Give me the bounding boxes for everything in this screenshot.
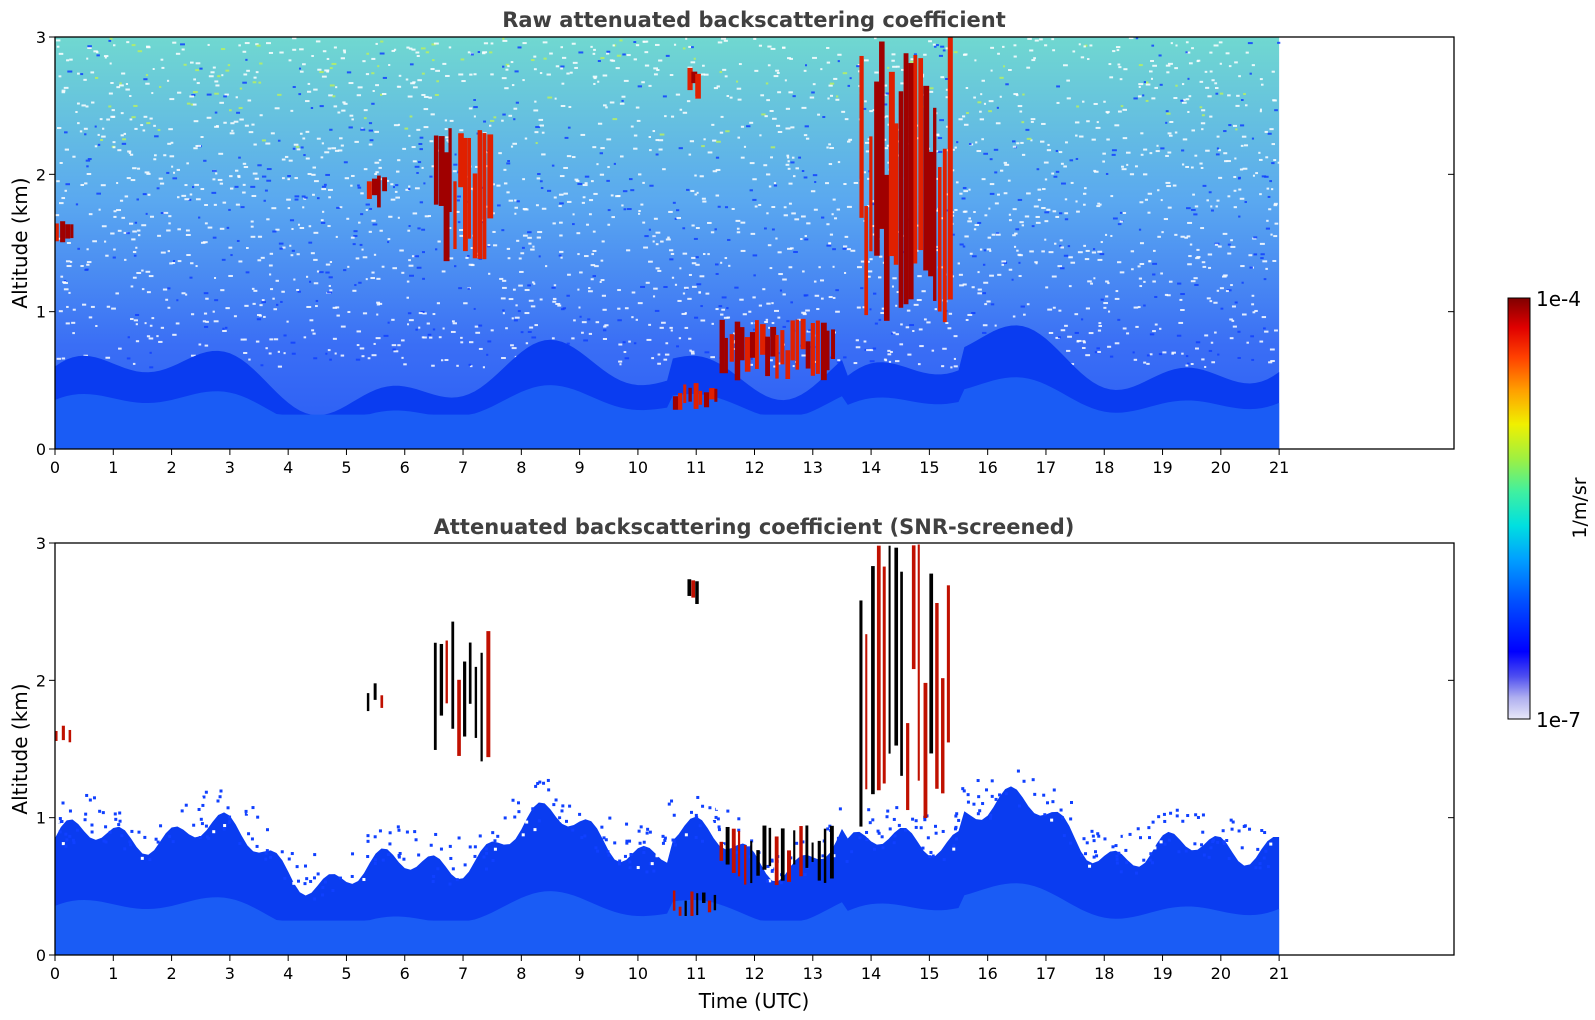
x-tick-label: 18 xyxy=(1094,458,1114,477)
x-tick-label: 21 xyxy=(1269,458,1289,477)
x-tick-label: 20 xyxy=(1211,458,1231,477)
cloud-feature xyxy=(687,67,701,99)
x-tick-label: 16 xyxy=(977,964,997,983)
x-tick-label: 4 xyxy=(283,964,293,983)
x-tick-label: 7 xyxy=(458,458,468,477)
panel-raw-ylabel: Altitude (km) xyxy=(8,177,32,308)
x-tick-label: 6 xyxy=(400,964,410,983)
cloud-feature xyxy=(859,37,953,323)
cloud-feature xyxy=(433,128,494,262)
colorbar-min-label: 1e-7 xyxy=(1536,708,1581,732)
x-tick-label: 11 xyxy=(686,458,706,477)
x-tick-label: 19 xyxy=(1152,964,1172,983)
x-tick-label: 11 xyxy=(686,964,706,983)
panel-raw: Raw attenuated backscattering coefficien… xyxy=(8,8,1455,477)
cloud-feature xyxy=(672,383,718,410)
colorbar-max-label: 1e-4 xyxy=(1536,287,1581,311)
x-tick-label: 14 xyxy=(861,964,881,983)
x-tick-label: 3 xyxy=(225,458,235,477)
x-tick-label: 9 xyxy=(575,458,585,477)
x-tick-label: 5 xyxy=(341,458,351,477)
x-tick-label: 4 xyxy=(283,458,293,477)
x-tick-label: 9 xyxy=(575,964,585,983)
panel-screened-title: Attenuated backscattering coefficient (S… xyxy=(434,515,1075,539)
x-tick-label: 17 xyxy=(1036,458,1056,477)
cloud-feature xyxy=(719,318,836,381)
x-tick-label: 15 xyxy=(919,964,939,983)
colorbar: 1e-4 1e-7 1/m/sr xyxy=(1507,287,1591,732)
x-tick-label: 10 xyxy=(628,964,648,983)
panel-screened-xlabel: Time (UTC) xyxy=(698,989,810,1013)
x-tick-label: 2 xyxy=(166,458,176,477)
cloud-feature xyxy=(55,221,74,243)
y-tick-label: 0 xyxy=(36,946,46,965)
panel-raw-heatmap xyxy=(55,37,1282,449)
panel-screened-ylabel: Altitude (km) xyxy=(8,683,32,814)
x-tick-label: 12 xyxy=(744,964,764,983)
x-tick-label: 12 xyxy=(744,458,764,477)
y-tick-label: 0 xyxy=(36,440,46,459)
cloud-feature xyxy=(859,544,950,827)
x-tick-label: 8 xyxy=(516,458,526,477)
x-tick-label: 17 xyxy=(1036,964,1056,983)
panel-raw-title: Raw attenuated backscattering coefficien… xyxy=(502,8,1006,32)
y-tick-label: 2 xyxy=(36,165,46,184)
x-tick-label: 7 xyxy=(458,964,468,983)
x-tick-label: 0 xyxy=(50,458,60,477)
x-tick-label: 8 xyxy=(516,964,526,983)
x-tick-label: 15 xyxy=(919,458,939,477)
x-tick-label: 10 xyxy=(628,458,648,477)
x-tick-label: 3 xyxy=(225,964,235,983)
x-tick-label: 1 xyxy=(108,458,118,477)
x-tick-label: 0 xyxy=(50,964,60,983)
x-tick-label: 19 xyxy=(1152,458,1172,477)
x-tick-label: 2 xyxy=(166,964,176,983)
y-tick-label: 2 xyxy=(36,671,46,690)
cloud-feature xyxy=(366,175,388,208)
boundary-layer-core xyxy=(55,377,1280,449)
x-tick-label: 16 xyxy=(977,458,997,477)
y-tick-label: 3 xyxy=(36,534,46,553)
cloud-feature xyxy=(366,683,384,712)
cloud-feature xyxy=(55,725,72,743)
y-tick-label: 1 xyxy=(36,809,46,828)
cloud-feature xyxy=(719,825,834,886)
colorbar-gradient xyxy=(1507,297,1531,720)
colorbar-unit-label: 1/m/sr xyxy=(1569,477,1591,538)
cloud-feature xyxy=(433,621,491,762)
x-tick-label: 5 xyxy=(341,964,351,983)
cloud-feature xyxy=(687,579,699,604)
y-tick-label: 3 xyxy=(36,28,46,47)
x-tick-label: 14 xyxy=(861,458,881,477)
boundary-layer-core xyxy=(55,883,1280,955)
y-tick-label: 1 xyxy=(36,303,46,322)
cloud-feature xyxy=(672,890,717,917)
x-tick-label: 21 xyxy=(1269,964,1289,983)
x-tick-label: 6 xyxy=(400,458,410,477)
x-tick-label: 20 xyxy=(1211,964,1231,983)
x-tick-label: 13 xyxy=(803,964,823,983)
x-tick-label: 18 xyxy=(1094,964,1114,983)
panel-screened: Attenuated backscattering coefficient (S… xyxy=(8,515,1455,1013)
x-tick-label: 1 xyxy=(108,964,118,983)
panel-screened-heatmap xyxy=(55,544,1280,955)
x-tick-label: 13 xyxy=(803,458,823,477)
